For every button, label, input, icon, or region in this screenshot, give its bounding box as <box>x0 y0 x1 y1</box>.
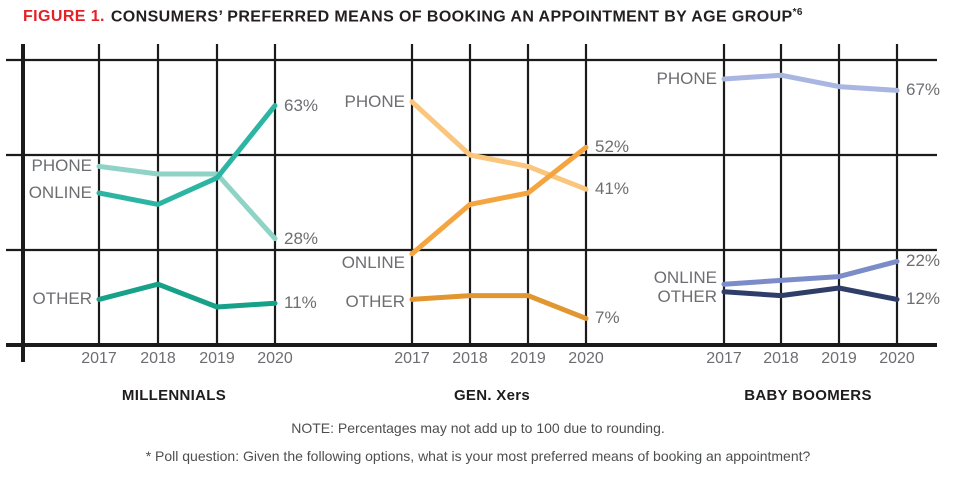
year-label-genxers-2018: 2018 <box>452 350 488 367</box>
panel-title-millennials: MILLENNIALS <box>121 387 227 404</box>
line-genxers-other <box>409 293 589 321</box>
year-label-babyboomers-2019: 2019 <box>821 350 857 367</box>
series-label-millennials-other: OTHER <box>32 289 93 309</box>
year-label-millennials-2019: 2019 <box>199 350 235 367</box>
series-label-babyboomers-phone: PHONE <box>656 69 717 88</box>
poll-question-note: * Poll question: Given the following opt… <box>145 448 811 464</box>
line-millennials-phone <box>96 163 278 242</box>
series-label-genxers-phone: PHONE <box>344 91 405 111</box>
series-label-millennials-online: ONLINE <box>28 183 92 202</box>
value-label-babyboomers-phone: 67% <box>906 80 941 100</box>
line-millennials-online <box>96 103 278 207</box>
value-label-millennials-online: 63% <box>284 95 319 115</box>
panel-title-babyboomers: BABY BOOMERS <box>744 387 872 404</box>
year-label-millennials-2017: 2017 <box>81 350 117 367</box>
title-text: CONSUMERS’ PREFERRED MEANS OF BOOKING AN… <box>110 8 793 26</box>
rounding-note: NOTE: Percentages may not add up to 100 … <box>291 420 665 436</box>
title-superscript: *6 <box>792 7 803 18</box>
value-label-millennials-phone: 28% <box>284 228 319 248</box>
figure-label: FIGURE 1. <box>23 8 105 26</box>
line-genxers-online <box>409 144 589 257</box>
series-label-genxers-online: ONLINE <box>341 252 405 272</box>
page-title: FIGURE 1. CONSUMERS’ PREFERRED MEANS OF B… <box>23 7 803 26</box>
year-label-genxers-2020: 2020 <box>568 350 604 367</box>
line-genxers-phone <box>409 99 589 192</box>
series-label-millennials-phone: PHONE <box>31 156 92 176</box>
year-label-millennials-2020: 2020 <box>257 350 293 367</box>
year-label-genxers-2017: 2017 <box>394 350 430 367</box>
line-babyboomers-other <box>721 285 900 302</box>
year-label-babyboomers-2018: 2018 <box>763 350 799 367</box>
value-label-babyboomers-other: 12% <box>906 289 941 309</box>
value-label-genxers-online: 52% <box>595 137 630 157</box>
value-label-genxers-phone: 41% <box>595 179 630 199</box>
year-label-millennials-2018: 2018 <box>140 350 176 367</box>
panel-title-genxers: GEN. Xers <box>453 387 531 404</box>
year-label-babyboomers-2017: 2017 <box>706 350 742 367</box>
value-label-babyboomers-online: 22% <box>906 251 941 271</box>
line-babyboomers-online <box>721 258 900 287</box>
series-label-babyboomers-other: OTHER <box>657 286 718 306</box>
line-babyboomers-phone <box>721 72 900 93</box>
value-label-millennials-other: 11% <box>284 293 317 313</box>
series-label-babyboomers-online: ONLINE <box>653 268 717 288</box>
line-millennials-other <box>96 281 278 310</box>
series-label-genxers-other: OTHER <box>345 292 406 312</box>
year-label-genxers-2019: 2019 <box>510 350 546 367</box>
year-label-babyboomers-2020: 2020 <box>879 350 915 367</box>
value-label-genxers-other: 7% <box>595 308 620 328</box>
